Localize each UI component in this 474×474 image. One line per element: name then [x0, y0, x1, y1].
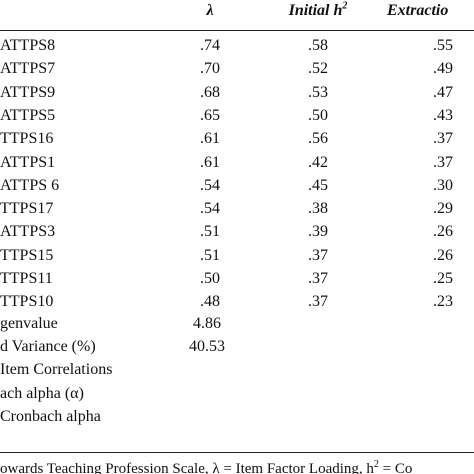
cell-value: .37 [308, 246, 328, 264]
cell-value: .37 [308, 293, 328, 311]
cell-value: .50 [308, 106, 328, 124]
row-label: ATTPS9 [0, 83, 56, 101]
row-label: ATTPS8 [0, 37, 56, 54]
row-label: TTPS15 [0, 246, 54, 264]
column-header: λ [206, 2, 214, 19]
row-label: TTPS10 [0, 293, 54, 311]
footnote-superscript: 2 [373, 459, 379, 470]
header-superscript: 2 [342, 0, 348, 12]
cell-value: .51 [200, 246, 220, 264]
row-label: TTPS17 [0, 200, 54, 218]
header-text: Initial h [288, 2, 343, 19]
summary-value: 4.86 [193, 314, 221, 332]
footnote: owards Teaching Profession Scale, λ = It… [0, 460, 412, 474]
cell-value: .61 [200, 153, 220, 171]
cell-value: .61 [200, 130, 220, 148]
cell-value: .39 [308, 223, 328, 241]
cell-value: .58 [308, 37, 328, 54]
cell-value: .74 [200, 37, 220, 54]
cell-value: .54 [200, 200, 220, 218]
summary-label: genvalue [0, 314, 58, 332]
cell-value: .37 [433, 153, 453, 171]
summary-label: ach alpha (α) [0, 384, 84, 402]
cell-value: .29 [433, 200, 453, 218]
cell-value: .45 [308, 176, 328, 194]
cell-value: .51 [200, 223, 220, 241]
cell-value: .54 [200, 176, 220, 194]
row-label: TTPS11 [0, 270, 53, 287]
cell-value: .68 [200, 83, 220, 101]
summary-label: Cronbach alpha [0, 407, 101, 425]
summary-label: Item Correlations [0, 361, 113, 379]
cell-value: .42 [308, 153, 328, 171]
cell-value: .49 [433, 60, 453, 78]
cell-value: .55 [433, 37, 453, 54]
cell-value: .43 [433, 106, 453, 124]
cell-value: .37 [308, 270, 328, 287]
row-label: ATTPS7 [0, 60, 56, 78]
cell-value: .65 [200, 106, 220, 124]
bottom-rule [0, 452, 474, 453]
footnote-text: owards Teaching Profession Scale, λ = It… [0, 461, 374, 474]
cell-value: .26 [433, 223, 453, 241]
row-label: ATTPS1 [0, 153, 56, 171]
cell-value: .47 [433, 83, 453, 101]
column-header: Extractio [387, 2, 449, 19]
cell-value: .50 [200, 270, 220, 287]
cell-value: .52 [308, 60, 328, 78]
cell-value: .56 [308, 130, 328, 148]
cell-value: .25 [433, 270, 453, 287]
footnote-text: = Co [378, 461, 413, 474]
cell-value: .23 [433, 293, 453, 311]
cell-value: .48 [200, 293, 220, 311]
row-label: ATTPS 6 [0, 176, 60, 194]
row-label: ATTPS3 [0, 223, 56, 241]
row-label: ATTPS5 [0, 106, 56, 124]
row-label: TTPS16 [0, 130, 54, 148]
cell-value: .53 [308, 83, 328, 101]
header-rule [0, 30, 474, 31]
cell-value: .37 [433, 130, 453, 148]
cell-value: .38 [308, 200, 328, 218]
cell-value: .70 [200, 60, 220, 78]
cell-value: .26 [433, 246, 453, 264]
column-header: Initial h2 [268, 0, 368, 20]
cell-value: .30 [433, 176, 453, 194]
summary-value: 40.53 [189, 337, 225, 355]
summary-label: d Variance (%) [0, 337, 96, 355]
